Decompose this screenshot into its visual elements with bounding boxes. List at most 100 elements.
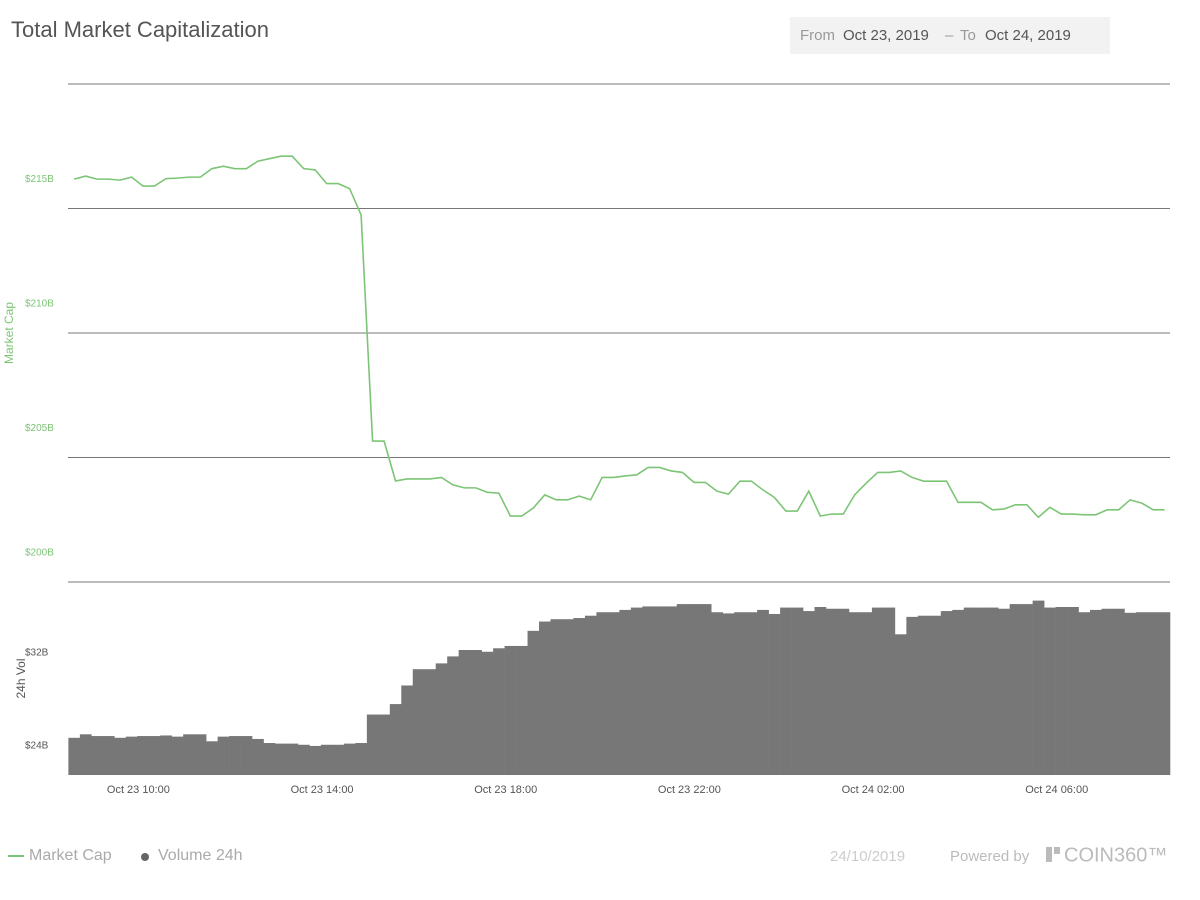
bar [401, 685, 414, 775]
bar [504, 645, 517, 775]
bar [275, 743, 287, 775]
y-tick-label: $205B [25, 423, 54, 434]
bar [79, 734, 92, 775]
x-tick-label: Oct 24 02:00 [842, 784, 905, 796]
bar [435, 663, 448, 775]
chart-title: Total Market Capitalization [11, 17, 269, 42]
bar [814, 606, 827, 775]
y-tick-label: $200B [25, 548, 54, 559]
bar [539, 621, 551, 775]
bar [366, 714, 379, 775]
bar [1055, 606, 1068, 775]
range-separator: – [945, 27, 954, 44]
bar [722, 613, 735, 775]
bar [1078, 612, 1091, 775]
bar [1135, 612, 1148, 775]
y-tick-label: $210B [25, 299, 54, 310]
x-tick-label: Oct 23 10:00 [107, 784, 170, 796]
bar [929, 615, 942, 775]
bar [378, 714, 391, 775]
bar [975, 607, 988, 775]
bar [550, 619, 563, 775]
bar [527, 630, 540, 775]
bar [1158, 612, 1171, 775]
bar [848, 612, 861, 775]
y-tick-label: $24B [25, 741, 49, 752]
bar [229, 736, 241, 775]
bar [952, 609, 965, 775]
bar [125, 736, 138, 775]
from-date[interactable]: Oct 23, 2019 [843, 27, 929, 44]
bar [263, 743, 276, 775]
legend-dot [141, 853, 149, 861]
bar [894, 634, 907, 775]
bar [297, 744, 310, 775]
bar [1021, 604, 1033, 775]
legend-label[interactable]: Market Cap [29, 847, 112, 864]
bar [619, 609, 632, 775]
bar [1032, 600, 1045, 775]
bar [791, 607, 804, 775]
bar [470, 650, 482, 775]
bar [757, 609, 769, 775]
bar [68, 737, 81, 775]
bar [860, 612, 873, 775]
bar [803, 611, 815, 775]
bar [320, 744, 333, 775]
bar [1124, 612, 1137, 775]
bar [711, 612, 723, 775]
bar [137, 736, 150, 775]
x-tick-label: Oct 24 06:00 [1025, 784, 1088, 796]
powered-by: Powered by [950, 848, 1030, 865]
bar [837, 608, 850, 775]
bar [998, 608, 1010, 775]
bar [458, 650, 471, 775]
bar [102, 736, 115, 775]
footer-date: 24/10/2019 [830, 848, 905, 865]
bar [309, 745, 322, 775]
bar [688, 604, 701, 775]
bar [734, 612, 746, 775]
bar [584, 615, 597, 775]
bar [252, 738, 264, 775]
bar [194, 734, 207, 775]
bar [699, 604, 712, 775]
bar [676, 604, 689, 775]
y-tick-label: $32B [25, 648, 49, 659]
bar [745, 612, 758, 775]
to-date[interactable]: Oct 24, 2019 [985, 27, 1071, 44]
y-tick-label: $215B [25, 174, 54, 185]
bar [183, 734, 195, 775]
logo-icon [1054, 847, 1060, 854]
bar [561, 619, 574, 775]
bar [114, 737, 127, 775]
bar [332, 744, 345, 775]
bar [343, 743, 356, 775]
bar [160, 735, 172, 775]
to-label: To [960, 27, 976, 44]
x-tick-label: Oct 23 14:00 [291, 784, 354, 796]
date-range-box[interactable] [790, 17, 1110, 54]
x-tick-label: Oct 23 22:00 [658, 784, 721, 796]
bar [963, 607, 976, 775]
legend-label[interactable]: Volume 24h [158, 847, 243, 864]
bar [493, 648, 505, 775]
bar [607, 612, 620, 775]
bar [171, 736, 184, 775]
brand-logo[interactable]: COIN360™ [1064, 844, 1167, 866]
bar [1101, 608, 1114, 775]
bar [883, 607, 896, 775]
bar [653, 606, 666, 775]
bar [389, 704, 402, 775]
bar [91, 736, 104, 775]
bar [217, 736, 230, 775]
bar [286, 743, 299, 775]
bar [516, 645, 528, 775]
bar [240, 736, 253, 775]
x-tick-label: Oct 23 18:00 [474, 784, 537, 796]
from-label: From [800, 27, 835, 44]
bar [1067, 606, 1079, 775]
bar [780, 607, 792, 775]
bar [1112, 608, 1125, 775]
